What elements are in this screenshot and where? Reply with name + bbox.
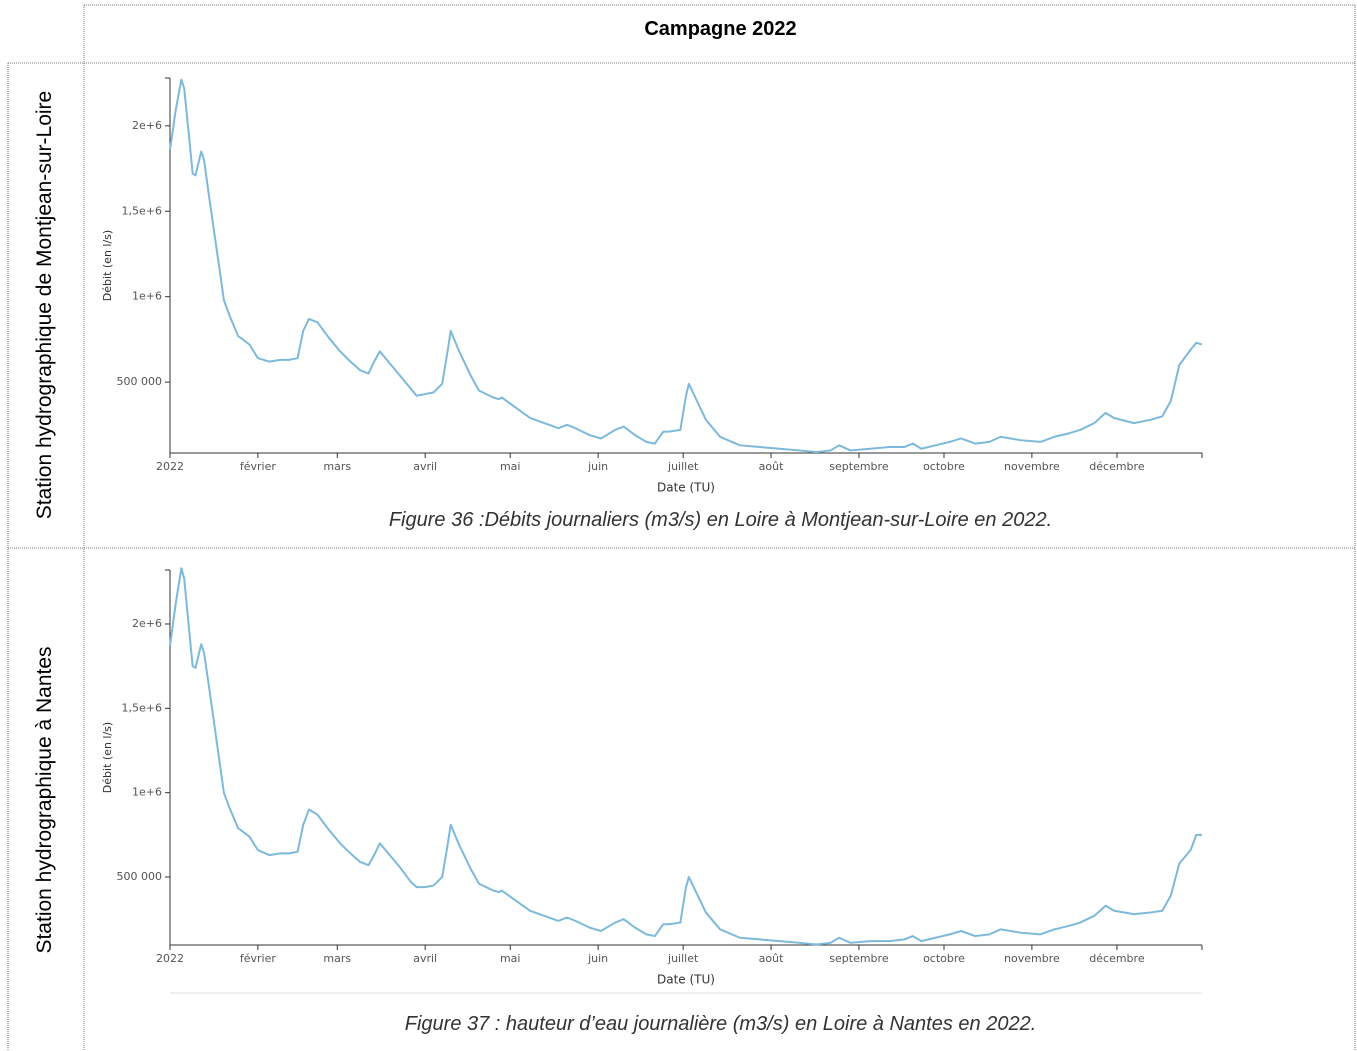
- data-line: [169, 567, 1202, 946]
- x-tick-label: décembre: [1089, 460, 1145, 473]
- data-line: [169, 78, 1203, 454]
- y-axis-label: Débit (en l/s): [101, 230, 114, 301]
- x-tick-label: août: [759, 952, 784, 965]
- x-tick-label: 2022: [156, 952, 184, 965]
- x-tick-label: avril: [413, 460, 437, 473]
- x-tick-label: novembre: [1004, 460, 1060, 473]
- x-tick-label: juin: [587, 952, 608, 965]
- x-tick-label: septembre: [829, 460, 889, 473]
- row-label: Station hydrographique à Nantes: [33, 646, 56, 954]
- x-tick-label: juin: [587, 460, 608, 473]
- figure-caption: Figure 37 : hauteur d’eau journalière (m…: [404, 1013, 1037, 1035]
- x-tick-label: 2022: [156, 460, 184, 473]
- y-tick-label: 2e+6: [132, 617, 162, 630]
- x-tick-label: avril: [413, 952, 437, 965]
- x-tick-label: octobre: [923, 460, 965, 473]
- x-tick-label: juillet: [667, 952, 699, 965]
- x-tick-label: mars: [323, 460, 351, 473]
- y-tick-label: 1,5e+6: [122, 204, 162, 217]
- header-title: Campagne 2022: [644, 18, 797, 40]
- x-tick-label: mai: [500, 952, 521, 965]
- y-tick-label: 500 000: [117, 375, 163, 388]
- x-tick-label: mai: [500, 460, 521, 473]
- x-tick-label: février: [240, 460, 276, 473]
- y-tick-label: 500 000: [117, 870, 163, 883]
- figure-caption: Figure 36 :Débits journaliers (m3/s) en …: [388, 509, 1053, 531]
- y-tick-label: 1e+6: [132, 786, 162, 799]
- x-axis-label: Date (TU): [657, 973, 715, 987]
- x-tick-label: août: [759, 460, 784, 473]
- y-tick-label: 1e+6: [132, 290, 162, 303]
- x-tick-label: octobre: [923, 952, 965, 965]
- y-tick-label: 1,5e+6: [122, 701, 162, 714]
- x-tick-label: mars: [323, 952, 351, 965]
- x-tick-label: juillet: [667, 460, 699, 473]
- table-borders: [7, 4, 1356, 1051]
- y-axis-label: Débit (en l/s): [101, 722, 114, 793]
- y-tick-label: 2e+6: [132, 119, 162, 132]
- x-tick-label: décembre: [1089, 952, 1145, 965]
- x-tick-label: novembre: [1004, 952, 1060, 965]
- x-tick-label: février: [240, 952, 276, 965]
- row-label: Station hydrographique de Montjean-sur-L…: [33, 90, 56, 520]
- x-tick-label: septembre: [829, 952, 889, 965]
- x-axis-label: Date (TU): [657, 481, 715, 495]
